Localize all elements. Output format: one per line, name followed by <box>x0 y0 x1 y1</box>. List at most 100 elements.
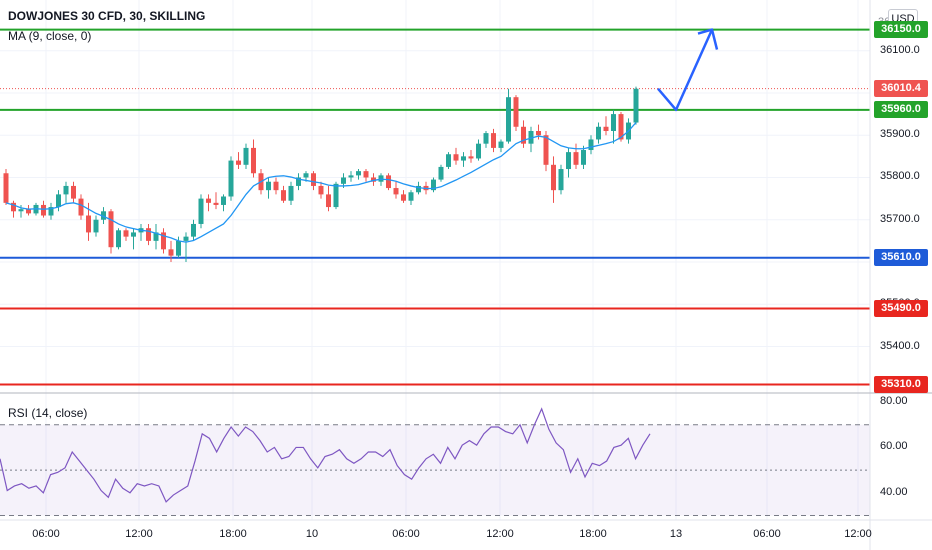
level-lines <box>0 28 870 386</box>
candle-body <box>183 236 189 241</box>
candle-body <box>386 175 391 189</box>
candles <box>3 86 639 262</box>
candle-body <box>468 156 474 159</box>
candle-body <box>543 135 549 165</box>
candle-body <box>303 173 309 178</box>
candle-body <box>108 211 114 248</box>
x-tick-label: 12:00 <box>844 528 872 540</box>
x-tick-label: 12:00 <box>125 528 153 540</box>
candle-body <box>101 211 106 220</box>
candle-body <box>273 181 279 191</box>
rsi-legend[interactable]: RSI (14, close) <box>8 406 88 420</box>
candle-body <box>243 147 249 165</box>
candle-body <box>311 173 316 186</box>
candle-body <box>371 177 376 182</box>
candle-body <box>123 230 129 237</box>
candle-body <box>603 126 609 131</box>
candle-body <box>611 114 616 131</box>
candle-body <box>198 198 204 224</box>
rsi-polyline <box>0 407 651 503</box>
price-tick-label: 36100.0 <box>880 43 920 56</box>
candle-body <box>491 133 496 148</box>
candle-body <box>461 156 466 161</box>
candle-body <box>476 143 481 159</box>
candle-body <box>191 223 196 237</box>
candle-body <box>401 194 406 201</box>
x-tick-label: 06:00 <box>753 528 781 540</box>
candle-body <box>86 215 91 233</box>
candle-body <box>483 133 489 144</box>
rsi-tick-label: 60.00 <box>880 440 908 453</box>
candle-body <box>48 207 54 216</box>
candle-body <box>558 169 564 191</box>
candle-body <box>288 185 294 201</box>
candle-body <box>416 185 421 193</box>
x-tick-label: 06:00 <box>32 528 60 540</box>
grid <box>0 0 870 520</box>
candle-body <box>521 126 526 144</box>
candle-body <box>213 202 219 205</box>
price-tick-label: 35700.0 <box>880 212 920 225</box>
candle-body <box>206 198 211 203</box>
candle-body <box>56 194 61 208</box>
candle-body <box>146 228 151 241</box>
x-tick-label: 10 <box>305 528 319 540</box>
candle-body <box>221 196 226 205</box>
candle-body <box>513 97 519 127</box>
candle-body <box>431 179 436 191</box>
projection-arrow <box>657 28 719 112</box>
rsi-tick-label: 40.00 <box>880 485 908 498</box>
x-tick-label: 06:00 <box>392 528 420 540</box>
candle-body <box>528 131 534 144</box>
arrow-head <box>697 28 719 50</box>
candle-body <box>153 232 159 241</box>
level-price-label: 36150.0 <box>874 21 928 39</box>
last-price-label: 36010.4 <box>874 80 928 98</box>
candle-body <box>581 150 586 165</box>
candle-body <box>318 185 324 195</box>
candle-body <box>341 177 346 184</box>
rsi-tick-label: 80.00 <box>880 395 908 408</box>
candle-body <box>408 192 414 201</box>
level-price-label: 35610.0 <box>874 249 928 267</box>
symbol-title[interactable]: DOWJONES 30 CFD, 30, SKILLING <box>8 9 206 23</box>
candle-body <box>236 160 241 165</box>
level-price-label: 35310.0 <box>874 376 928 394</box>
candle-body <box>573 152 579 165</box>
candle-body <box>356 171 361 176</box>
candle-body <box>41 204 46 216</box>
candle-body <box>438 166 444 180</box>
rsi-band <box>0 424 870 516</box>
x-tick-label: 13 <box>669 528 683 540</box>
candle-body <box>566 152 571 170</box>
x-tick-label: 12:00 <box>486 528 514 540</box>
candle-body <box>551 164 556 191</box>
level-price-label: 35490.0 <box>874 299 928 317</box>
candle-body <box>393 188 399 195</box>
candle-body <box>596 126 601 140</box>
candle-body <box>18 209 24 212</box>
candle-body <box>536 131 541 136</box>
candle-body <box>78 198 84 216</box>
candle-body <box>11 202 16 212</box>
price-tick-label: 35900.0 <box>880 128 920 141</box>
candle-body <box>71 185 76 199</box>
ma-polyline <box>5 122 637 243</box>
candle-body <box>333 183 339 208</box>
candle-body <box>131 232 136 237</box>
projection-path <box>657 29 714 112</box>
candle-body <box>116 230 121 248</box>
ma-legend[interactable]: MA (9, close, 0) <box>8 29 92 43</box>
candle-body <box>3 173 9 203</box>
candle-body <box>348 175 354 178</box>
price-tick-label: 35400.0 <box>880 339 920 352</box>
price-tick-label: 35800.0 <box>880 170 920 183</box>
rsi-line <box>0 407 651 503</box>
ma-line <box>5 122 637 243</box>
candle-body <box>633 88 639 123</box>
candle-body <box>296 177 301 186</box>
candle-body <box>228 160 234 197</box>
x-tick-label: 18:00 <box>219 528 247 540</box>
candle-body <box>63 185 69 195</box>
